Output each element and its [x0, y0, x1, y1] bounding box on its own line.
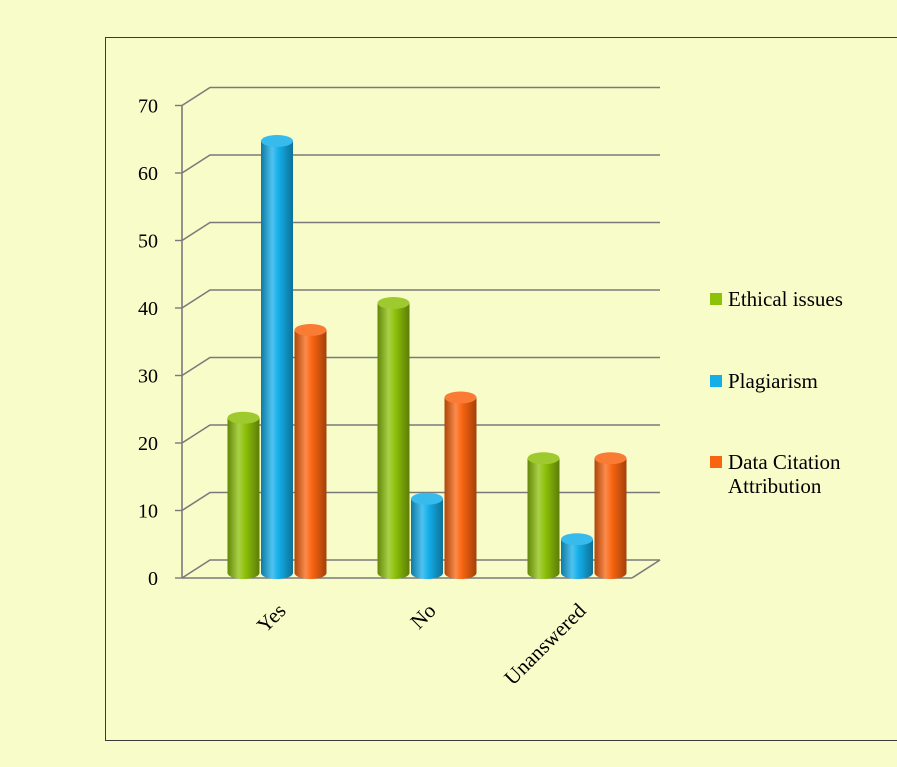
gridline: [181, 559, 660, 579]
legend-item: Ethical issues: [710, 287, 888, 311]
x-tick-label: No: [405, 599, 440, 634]
bar-body: [561, 539, 593, 579]
bar-body: [261, 141, 293, 579]
bar-body: [294, 330, 327, 579]
bar-top: [594, 452, 627, 465]
y-tick-label: 60: [138, 163, 158, 185]
y-tick-label: 40: [138, 298, 158, 320]
x-tick-label: Unanswered: [499, 598, 591, 690]
bar-no-data-citation-attribution: [444, 391, 477, 579]
x-tick-labels: Yes No Unanswered: [252, 598, 591, 690]
y-tick-label: 0: [148, 568, 158, 590]
gridline: [181, 424, 660, 444]
bar-top: [444, 391, 477, 404]
bar-body: [594, 458, 627, 579]
y-tick-label: 30: [138, 366, 158, 388]
bar-no-plagiarism: [411, 492, 443, 579]
bar-body: [411, 498, 443, 579]
gridline: [181, 221, 660, 242]
bar-top: [294, 324, 327, 336]
gridline: [181, 154, 660, 174]
bar-top: [411, 492, 443, 505]
legend-label: Plagiarism: [728, 369, 818, 393]
bar-unanswered-plagiarism: [561, 533, 593, 579]
bar-yes-plagiarism: [261, 135, 293, 579]
bars: [227, 135, 627, 579]
bar-yes-data-citation-attribution: [294, 324, 327, 579]
legend-label: Data Citation Attribution: [728, 450, 841, 498]
bar-body: [444, 397, 477, 579]
gridline: [181, 491, 660, 512]
bar-top: [377, 297, 410, 309]
bar-top: [561, 533, 593, 546]
gridlines: [181, 86, 660, 579]
bar-unanswered-data-citation-attribution: [594, 452, 627, 579]
y-tick-label: 10: [138, 501, 158, 523]
legend-swatch: [710, 456, 722, 468]
legend-item: Plagiarism: [710, 369, 888, 393]
bar-unanswered-ethical-issues: [527, 452, 560, 579]
bar-no-ethical-issues: [377, 297, 410, 579]
legend-swatch: [710, 293, 722, 305]
gridline: [181, 289, 660, 309]
legend-item: Data Citation Attribution: [710, 450, 888, 498]
gridline: [181, 356, 660, 377]
bar-yes-ethical-issues: [227, 411, 260, 579]
bar-top: [527, 452, 560, 465]
bar-top: [227, 411, 260, 424]
axes: [175, 104, 661, 579]
x-tick-label: Yes: [252, 599, 291, 638]
bar-top: [261, 135, 293, 147]
legend-swatch: [710, 375, 722, 387]
y-tick-label: 20: [138, 433, 158, 455]
gridline: [181, 86, 660, 107]
bar-body: [377, 303, 410, 579]
bar-body: [527, 458, 560, 579]
bar-body: [227, 417, 260, 579]
floor-edge: [631, 559, 661, 579]
y-tick-labels: 0 10 20 30 40 50 60 70: [138, 96, 158, 591]
y-tick-label: 70: [138, 96, 158, 118]
y-tick-label: 50: [138, 231, 158, 253]
chart-frame: [105, 37, 897, 741]
legend-label: Ethical issues: [728, 287, 843, 311]
